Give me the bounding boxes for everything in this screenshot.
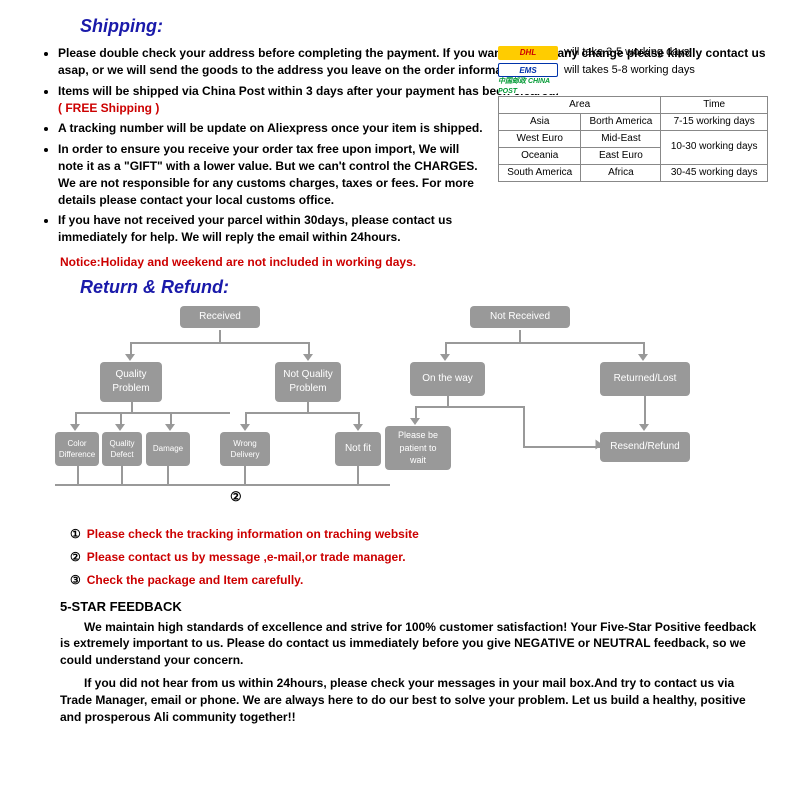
note-num: ① xyxy=(70,527,81,541)
bullet-text: Items will be shipped via China Post wit… xyxy=(58,84,559,98)
dhl-logo-icon: DHL xyxy=(498,46,558,60)
notice-label: Notice: xyxy=(60,255,101,269)
shipping-bullets: Please double check your address before … xyxy=(40,45,768,246)
shipping-side-panel: DHL will take 3-5 working days EMS will … xyxy=(498,45,778,182)
carrier-row: 中国邮政 CHINA POST xyxy=(498,80,778,94)
list-item: In order to ensure you receive your orde… xyxy=(58,141,768,208)
notice-line: Notice:Holiday and weekend are not inclu… xyxy=(60,254,778,271)
feedback-heading: 5-STAR FEEDBACK xyxy=(60,598,778,616)
fc-returned: Returned/Lost xyxy=(600,362,690,396)
table-cell: West Euro xyxy=(499,130,581,147)
area-time-table: Area Time Asia Borth America 7-15 workin… xyxy=(498,96,768,182)
fc-not-received: Not Received xyxy=(470,306,570,328)
list-item: If you have not received your parcel wit… xyxy=(58,212,768,246)
carrier-note: will takes 5-8 working days xyxy=(564,63,695,78)
ems-logo-icon: EMS xyxy=(498,63,558,77)
carrier-note: will take 3-5 working days xyxy=(564,45,689,60)
table-cell: 30-45 working days xyxy=(661,164,768,181)
table-cell: 10-30 working days xyxy=(661,130,768,164)
bullet-text: In order to ensure you receive your orde… xyxy=(58,142,478,206)
note-text: Check the package and Item carefully. xyxy=(87,573,304,587)
note-text: Please contact us by message ,e-mail,or … xyxy=(87,550,406,564)
free-shipping-note: ( FREE Shipping ) xyxy=(58,101,159,115)
fc-wrong-delivery: Wrong Delivery xyxy=(220,432,270,466)
feedback-body: We maintain high standards of excellence… xyxy=(60,619,758,726)
table-header: Area xyxy=(499,96,661,113)
feedback-para: If you did not hear from us within 24hou… xyxy=(60,675,758,725)
fc-color-diff: Color Difference xyxy=(55,432,99,466)
table-cell: Mid-East xyxy=(581,130,661,147)
table-cell: Oceania xyxy=(499,147,581,164)
chinapost-logo-icon: 中国邮政 CHINA POST xyxy=(498,80,558,94)
note-text: Please check the tracking information on… xyxy=(87,527,419,541)
fc-quality: Quality Problem xyxy=(100,362,162,402)
table-cell: 7-15 working days xyxy=(661,113,768,130)
note-num: ② xyxy=(70,550,81,564)
note-line: ② Please contact us by message ,e-mail,or… xyxy=(70,549,778,566)
fc-received: Received xyxy=(180,306,260,328)
table-cell: Asia xyxy=(499,113,581,130)
fc-on-way: On the way xyxy=(410,362,485,396)
return-notes: ① Please check the tracking information o… xyxy=(70,526,778,588)
marker-2: ② xyxy=(230,488,242,506)
carrier-row: EMS will takes 5-8 working days xyxy=(498,63,778,78)
fc-not-quality: Not Quality Problem xyxy=(275,362,341,402)
return-flowchart: Received Quality Problem Not Quality Pro… xyxy=(100,306,738,516)
fc-resend: Resend/Refund xyxy=(600,432,690,462)
notice-text: Holiday and weekend are not included in … xyxy=(101,255,416,269)
fc-patient: Please be patient to wait xyxy=(385,426,451,470)
shipping-section: Please double check your address before … xyxy=(20,45,778,246)
table-cell: South America xyxy=(499,164,581,181)
note-line: ① Please check the tracking information o… xyxy=(70,526,778,543)
fc-quality-defect: Quality Defect xyxy=(102,432,142,466)
table-header: Time xyxy=(661,96,768,113)
feedback-para: We maintain high standards of excellence… xyxy=(60,619,758,669)
fc-damage: Damage xyxy=(146,432,190,466)
table-cell: East Euro xyxy=(581,147,661,164)
table-cell: Africa xyxy=(581,164,661,181)
return-heading: Return & Refund: xyxy=(80,275,778,300)
shipping-heading: Shipping: xyxy=(80,14,778,39)
carrier-row: DHL will take 3-5 working days xyxy=(498,45,778,60)
note-num: ③ xyxy=(70,573,81,587)
fc-not-fit: Not fit xyxy=(335,432,381,466)
note-line: ③ Check the package and Item carefully. xyxy=(70,572,778,589)
table-cell: Borth America xyxy=(581,113,661,130)
